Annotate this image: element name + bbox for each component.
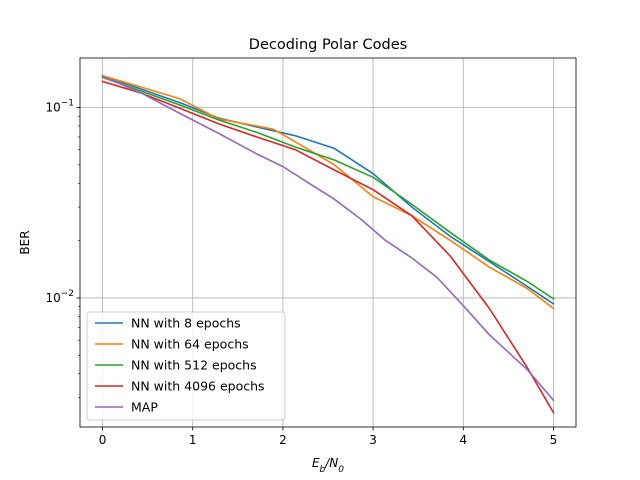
legend-label-2: NN with 512 epochs — [131, 358, 257, 373]
series-line-0 — [101, 74, 555, 306]
x-tick-label-2: 2 — [279, 433, 287, 447]
legend-label-1: NN with 64 epochs — [131, 337, 249, 352]
legend: NN with 8 epochs NN with 64 epochs NN with… — [86, 311, 286, 421]
y-axis-title: BER — [18, 230, 32, 254]
x-axis-title-subscript-b: b — [320, 465, 326, 475]
tick-layer: 0 1 2 3 4 510−110−2 — [45, 99, 557, 447]
x-tick-label-0: 0 — [99, 433, 107, 447]
x-tick-label-1: 1 — [189, 433, 197, 447]
legend-label-4: MAP — [131, 400, 158, 415]
x-axis-title-slash: /N — [324, 456, 338, 470]
series-line-2 — [101, 76, 555, 300]
series-line-3 — [101, 80, 555, 414]
x-axis-title-subscript-0: 0 — [338, 465, 344, 475]
plot-frame — [79, 57, 577, 428]
x-tick-label-5: 5 — [550, 433, 558, 447]
series-line-4 — [101, 75, 555, 402]
chart-title: Decoding Polar Codes — [249, 37, 407, 53]
y-tick-exponent-1: −2 — [61, 289, 74, 299]
series-layer — [101, 74, 555, 414]
legend-label-3: NN with 4096 epochs — [131, 379, 265, 394]
x-tick-label-3: 3 — [369, 433, 377, 447]
legend-box — [86, 311, 286, 421]
legend-label-0: NN with 8 epochs — [131, 316, 241, 331]
y-tick-exponent-0: −1 — [61, 99, 74, 109]
x-tick-label-4: 4 — [459, 433, 467, 447]
